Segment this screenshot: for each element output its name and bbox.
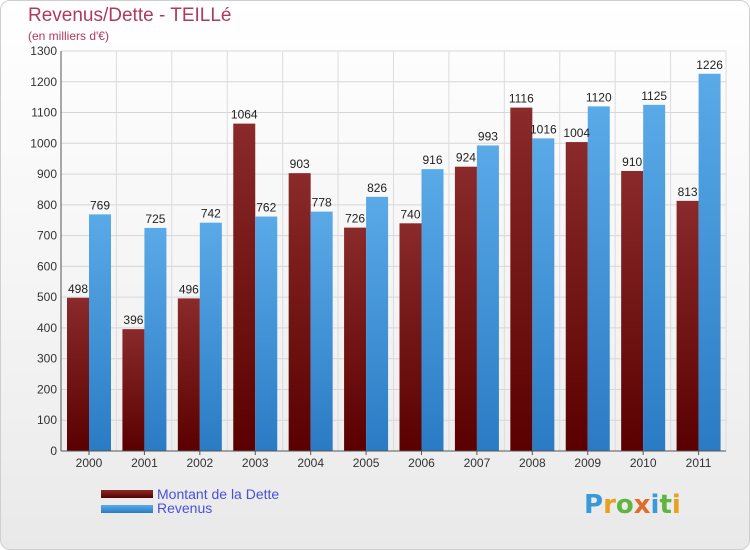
bar-revenus — [476, 145, 499, 451]
data-label: 1116 — [509, 92, 534, 106]
data-label: 1064 — [231, 108, 258, 122]
bar-revenus — [199, 222, 222, 451]
data-label: 498 — [68, 282, 88, 296]
y-tick-label: 900 — [37, 167, 57, 181]
x-tick-label: 2006 — [408, 456, 435, 470]
bar-dette — [399, 223, 422, 451]
bar-dette — [510, 107, 533, 451]
bar-dette — [344, 227, 367, 451]
bar-dette — [122, 329, 145, 451]
data-label: 916 — [422, 153, 442, 167]
x-tick-label: 2002 — [186, 456, 213, 470]
x-tick-label: 2011 — [686, 456, 712, 470]
data-label: 813 — [678, 185, 698, 199]
bar-revenus — [255, 216, 278, 451]
bar-dette — [454, 166, 477, 451]
labels-layer: 498 769 396 725 496 742 1064 762 903 778 726 826 740… — [68, 58, 723, 327]
chart-title: Revenus/Dette - TEILLé — [28, 5, 232, 26]
x-tick-label: 2007 — [464, 456, 491, 470]
y-tick-label: 0 — [50, 444, 57, 458]
x-tick-label: 2010 — [630, 456, 657, 470]
x-tick-label: 2009 — [574, 456, 601, 470]
data-label: 742 — [201, 207, 221, 221]
bar-dette — [565, 142, 588, 452]
bar-dette — [288, 173, 311, 451]
bar-revenus — [698, 73, 721, 452]
bar-revenus — [421, 169, 444, 451]
bar-dette — [177, 298, 200, 451]
data-label: 1125 — [641, 89, 667, 103]
proxiti-logo: Proxiti — [584, 490, 681, 520]
y-tick-label: 200 — [37, 382, 57, 396]
bar-dette — [621, 171, 644, 451]
data-label: 903 — [290, 157, 310, 171]
data-label: 993 — [478, 129, 498, 143]
y-tick-label: 1100 — [31, 106, 57, 120]
bar-dette — [233, 123, 256, 451]
x-tick-label: 2004 — [297, 456, 324, 470]
y-tick-label: 1200 — [30, 75, 57, 89]
x-tick-label: 2008 — [519, 456, 546, 470]
data-label: 826 — [367, 181, 387, 195]
bar-revenus — [366, 196, 389, 451]
data-label: 1004 — [563, 126, 590, 140]
bar-revenus — [643, 104, 666, 451]
data-label: 1226 — [696, 58, 723, 72]
bar-dette — [676, 200, 699, 451]
x-tick-label: 2001 — [131, 456, 158, 470]
y-tick-label: 500 — [37, 290, 57, 304]
data-label: 778 — [312, 196, 332, 210]
data-label: 769 — [90, 198, 110, 212]
y-tick-label: 400 — [37, 321, 57, 335]
data-label: 725 — [145, 212, 165, 226]
legend-label-revenus: Revenus — [157, 500, 213, 516]
y-tick-label: 800 — [37, 198, 57, 212]
data-label: 740 — [400, 207, 420, 221]
data-label: 762 — [256, 201, 276, 215]
y-tick-label: 600 — [37, 259, 57, 273]
y-tick-label: 700 — [37, 229, 57, 243]
data-label: 1120 — [586, 90, 612, 104]
y-tick-label: 300 — [37, 352, 57, 366]
x-tick-label: 2003 — [242, 456, 269, 470]
bar-revenus — [532, 138, 555, 451]
chart-subtitle: (en milliers d'€) — [28, 29, 109, 43]
y-tick-label: 1000 — [30, 136, 57, 150]
y-tick-label: 1300 — [30, 44, 57, 58]
data-label: 1016 — [530, 122, 557, 136]
x-tick-label: 2005 — [353, 456, 380, 470]
y-tick-label: 100 — [37, 413, 57, 427]
data-label: 496 — [179, 282, 199, 296]
axis-layer: 0 100 200 300 400 500 600 700 800 900 1000 1100 1200… — [30, 44, 726, 470]
bar-revenus — [89, 214, 111, 451]
bar-revenus — [144, 227, 167, 451]
legend-swatch-revenus — [101, 505, 153, 513]
bar-revenus — [310, 211, 333, 451]
bar-dette — [67, 297, 89, 451]
legend-swatch-dette — [101, 490, 153, 498]
data-label: 726 — [345, 212, 365, 226]
data-label: 924 — [456, 151, 476, 165]
data-label: 910 — [622, 155, 642, 169]
bars-layer — [67, 73, 721, 452]
x-tick-label: 2000 — [76, 456, 103, 470]
legend-label-dette: Montant de la Dette — [157, 486, 280, 502]
data-label: 396 — [123, 313, 143, 327]
bar-revenus — [587, 106, 610, 451]
